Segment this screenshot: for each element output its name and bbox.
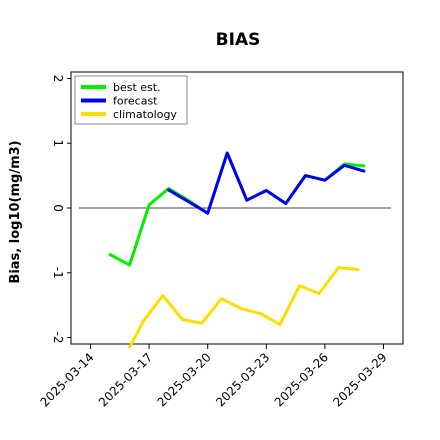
x-tick-label: 2025-03-17 <box>96 350 155 409</box>
y-tick-label: 1 <box>51 139 65 147</box>
series-line-best-est- <box>108 151 366 267</box>
x-tick-label: 2025-03-26 <box>272 350 331 409</box>
legend-label: climatology <box>113 108 177 121</box>
legend-label: forecast <box>113 95 158 108</box>
y-tick-label: 2 <box>51 75 65 83</box>
x-tick-label: 2025-03-14 <box>37 350 96 409</box>
y-tick-label: -1 <box>51 267 65 279</box>
x-tick-label: 2025-03-20 <box>155 350 214 409</box>
series-line-forecast <box>167 151 366 215</box>
y-tick-label: -2 <box>51 332 65 344</box>
series-layer <box>108 151 366 349</box>
legend-label: best est. <box>113 81 161 94</box>
y-tick-label: 0 <box>51 204 65 212</box>
x-tick-label: 2025-03-29 <box>330 350 389 409</box>
series-line-climatology <box>128 266 360 349</box>
x-tick-label: 2025-03-23 <box>213 350 272 409</box>
chart-title: BIAS <box>216 30 261 50</box>
y-axis-label: Bias, log10(mg/m3) <box>8 140 23 283</box>
